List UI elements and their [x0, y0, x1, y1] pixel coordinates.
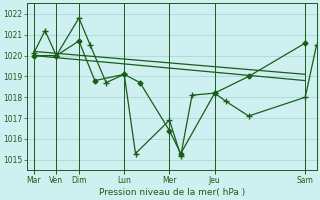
X-axis label: Pression niveau de la mer( hPa ): Pression niveau de la mer( hPa ) — [99, 188, 245, 197]
